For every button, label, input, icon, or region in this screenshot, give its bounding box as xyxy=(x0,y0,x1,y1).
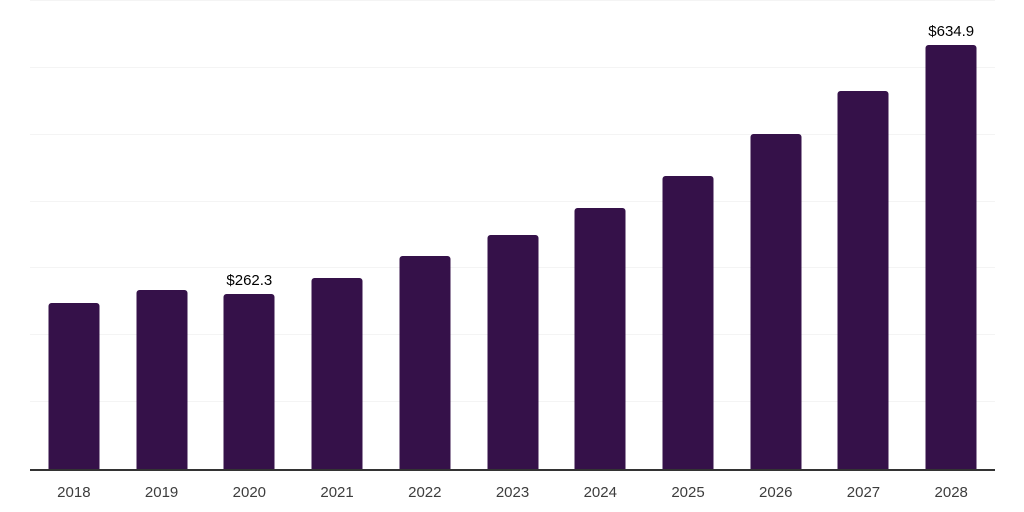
bar-slot xyxy=(30,1,118,469)
bar-slot xyxy=(732,1,820,469)
value-label-2028: $634.9 xyxy=(928,22,975,40)
bar-slot xyxy=(556,1,644,469)
x-tick-label-2027: 2027 xyxy=(846,484,881,501)
x-axis: 2018 2019 2020 2021 2022 2023 2024 2025 2026 2027… xyxy=(30,471,995,501)
bar-2025 xyxy=(662,175,714,469)
bar-2021 xyxy=(311,278,363,469)
gridline xyxy=(30,133,995,135)
bar-2026 xyxy=(750,134,802,469)
bar-slot: $262.3 xyxy=(205,1,293,469)
bar-2028 xyxy=(925,44,977,469)
x-tick-label-2018: 2018 xyxy=(57,484,91,501)
x-tick-label-2024: 2024 xyxy=(583,484,617,501)
bar-slot xyxy=(381,1,469,469)
gridline xyxy=(30,200,995,202)
x-tick-label-2026: 2026 xyxy=(759,484,793,501)
x-tick-label-2019: 2019 xyxy=(144,484,179,501)
value-label-2020: $262.3 xyxy=(226,271,273,289)
bar-2027 xyxy=(837,90,889,469)
bar-slot xyxy=(293,1,381,469)
x-tick-label-2020: 2020 xyxy=(232,484,267,501)
bar-2022 xyxy=(399,255,451,469)
x-tick-label-2022: 2022 xyxy=(408,484,442,501)
bar-2018 xyxy=(48,303,100,469)
x-tick-label-2025: 2025 xyxy=(671,484,705,501)
bar-2019 xyxy=(136,289,188,469)
bar-slot xyxy=(644,1,732,469)
bar-2024 xyxy=(574,207,626,469)
bars-row: $262.3 $634.9 xyxy=(30,1,995,469)
gridline xyxy=(30,0,995,1)
x-tick-label-2028: 2028 xyxy=(934,484,968,501)
bar-2020 xyxy=(223,293,275,469)
bar-slot: $634.9 xyxy=(907,1,995,469)
x-tick-label-2023: 2023 xyxy=(495,484,530,501)
bar-slot xyxy=(820,1,908,469)
bar-slot xyxy=(118,1,206,469)
plot-area: $262.3 $634.9 xyxy=(30,0,995,471)
gridline xyxy=(30,66,995,68)
x-tick-label-2021: 2021 xyxy=(320,484,354,501)
bar-2023 xyxy=(487,235,539,469)
bar-slot xyxy=(469,1,557,469)
